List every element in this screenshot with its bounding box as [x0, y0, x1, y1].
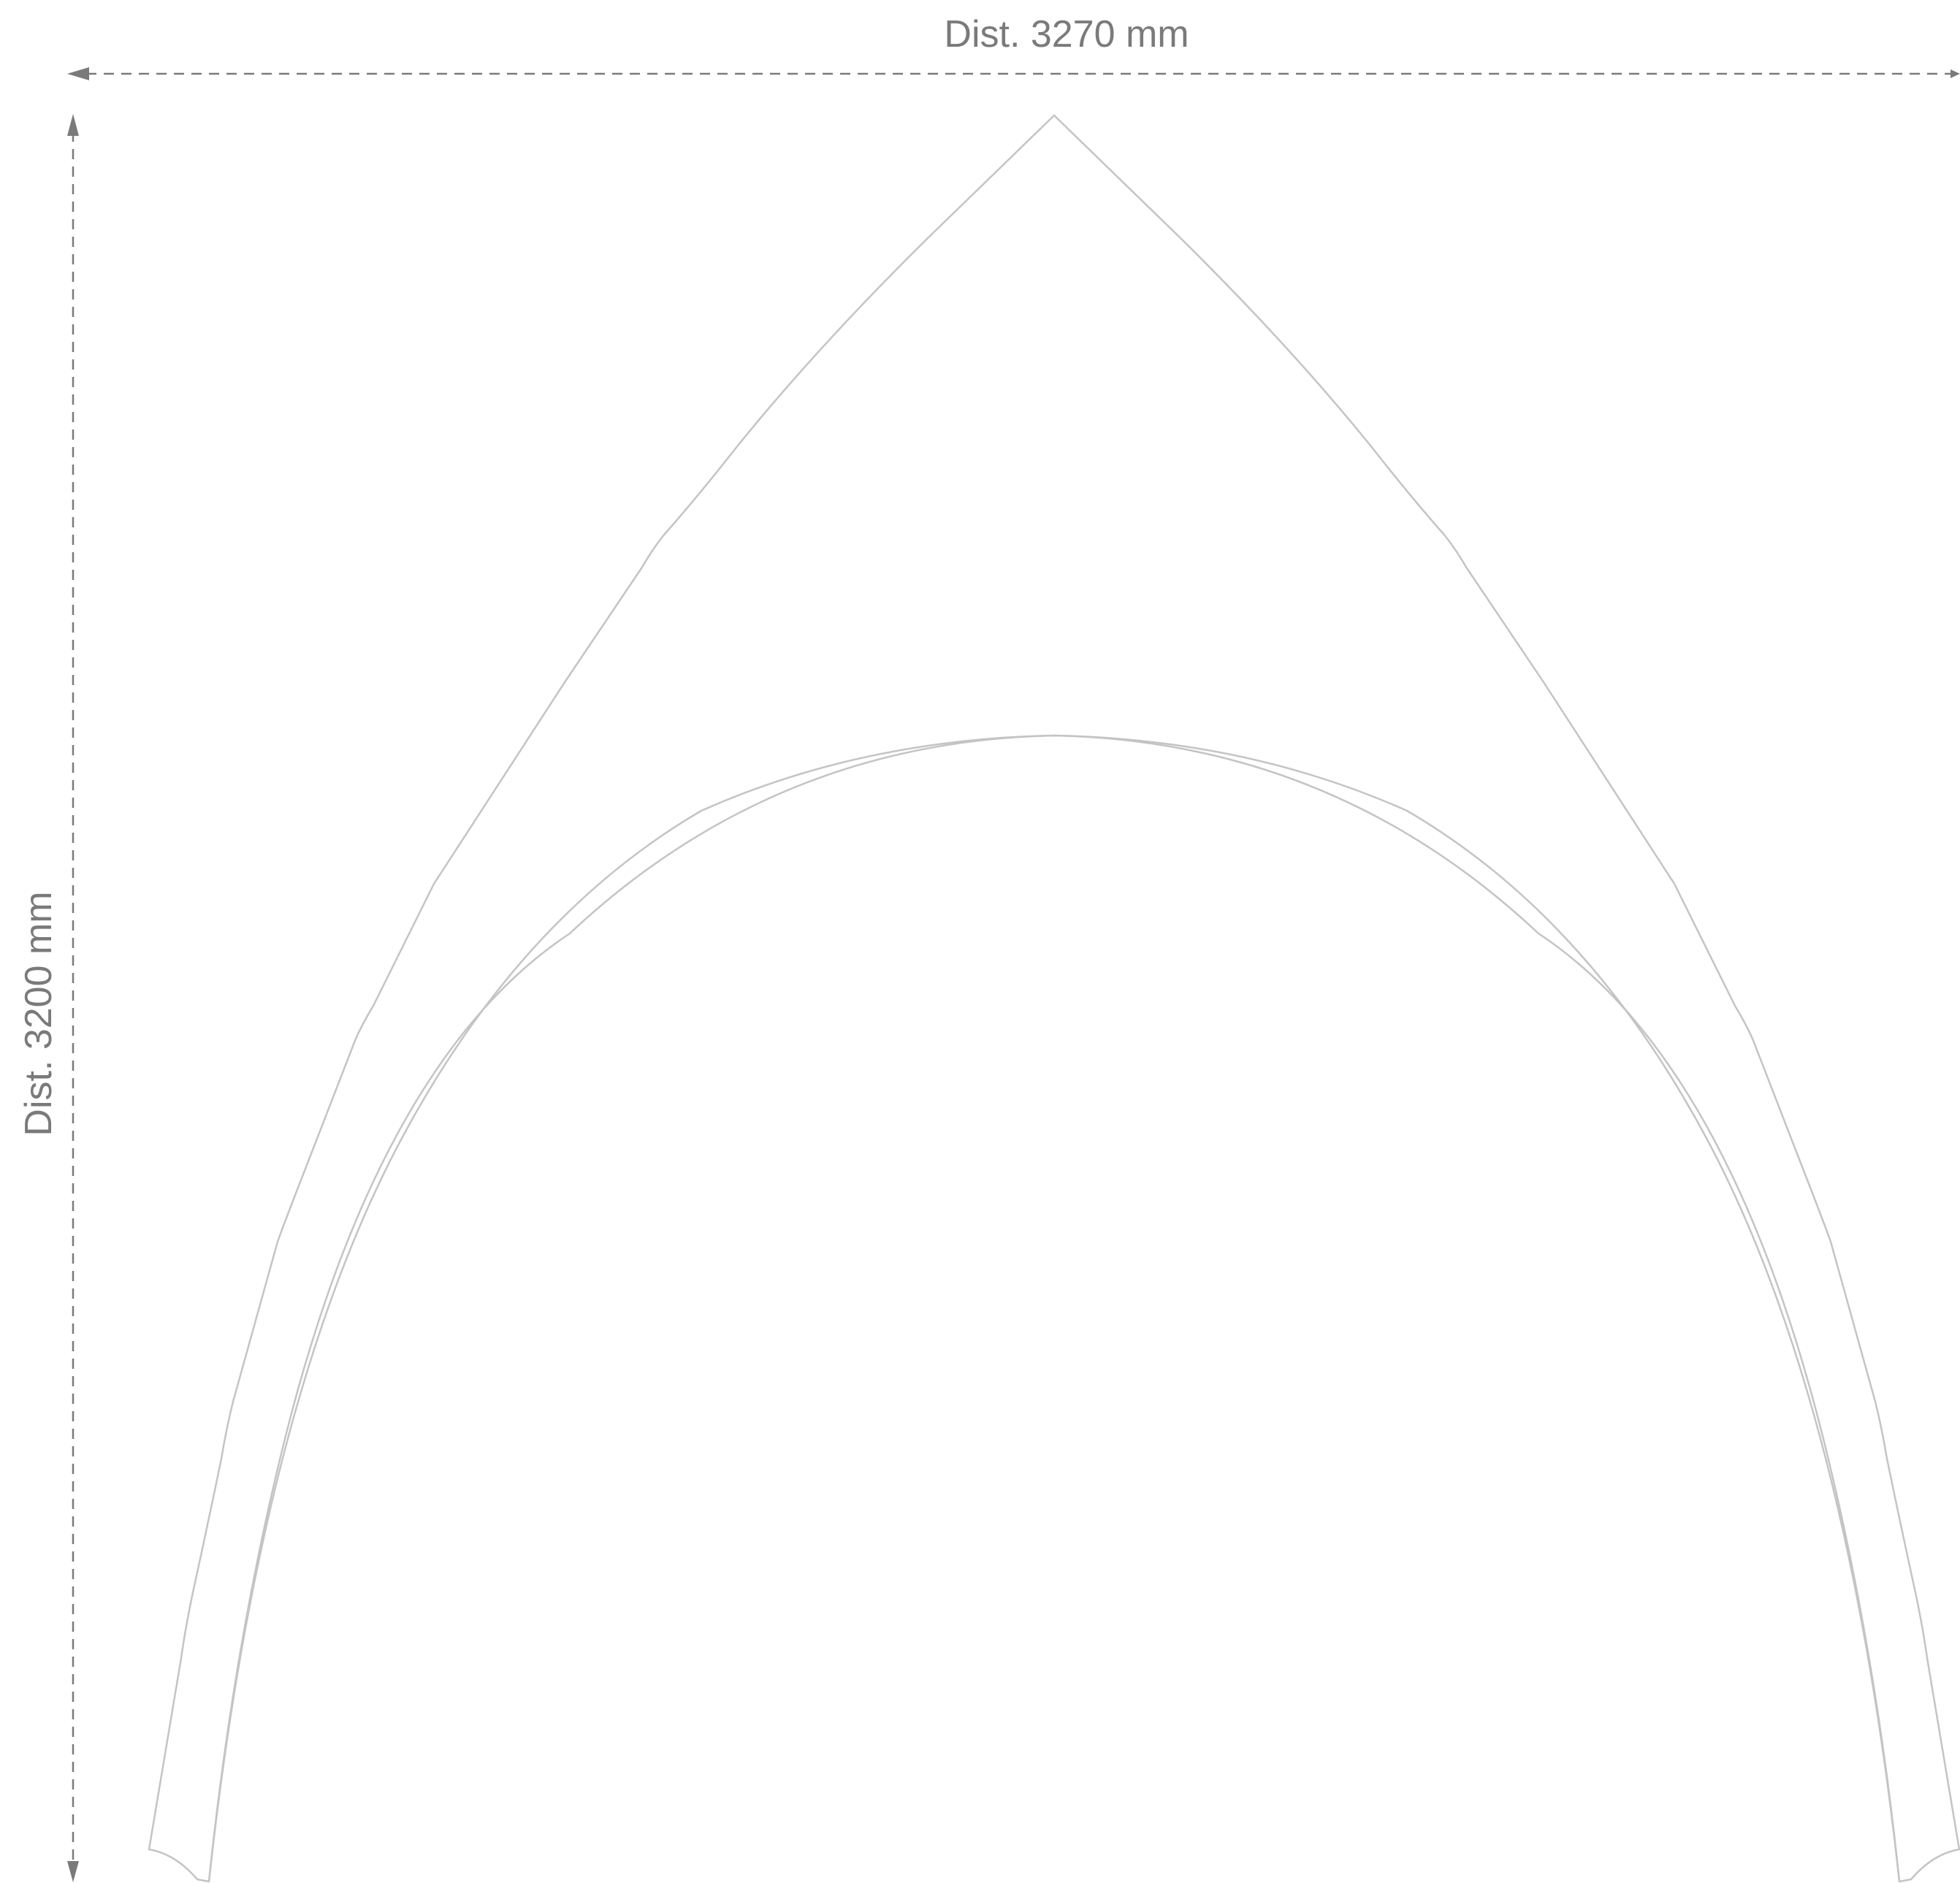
- width-dimension: Dist. 3270 mm: [67, 13, 1960, 80]
- height-arrow-bottom: [67, 1861, 79, 1882]
- height-arrow-top: [67, 114, 79, 136]
- height-dimension: Dist. 3200 mm: [18, 114, 79, 1882]
- height-dimension-label: Dist. 3200 mm: [18, 891, 60, 1136]
- arch-inner-outline: [207, 734, 1901, 1882]
- arch-outer-outline: [148, 114, 1960, 1883]
- width-dimension-label: Dist. 3270 mm: [944, 13, 1189, 56]
- width-arrow-left: [67, 67, 89, 80]
- width-arrow-right: [1951, 69, 1960, 78]
